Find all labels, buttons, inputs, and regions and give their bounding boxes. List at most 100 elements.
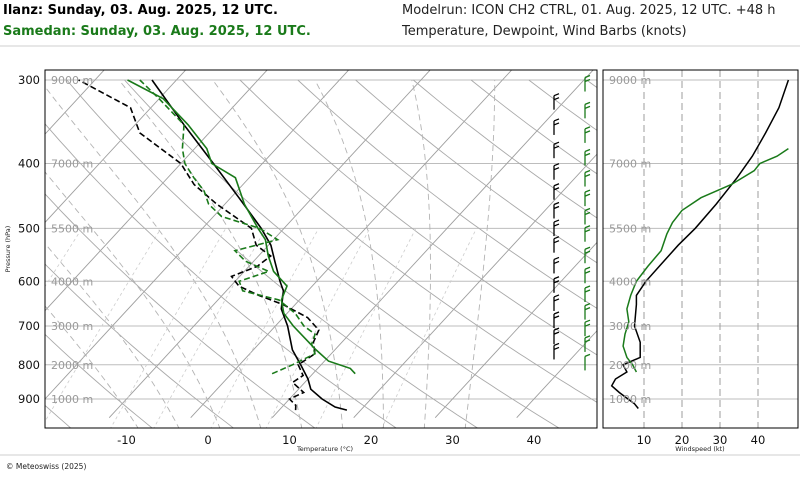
dry-adiabat-line [45, 193, 316, 428]
moist-adiabat-line [45, 171, 221, 428]
ilanz-wind-barb-flag [553, 240, 560, 244]
station2-title: Samedan: Sunday, 03. Aug. 2025, 12 UTC. [3, 24, 311, 39]
samedan-wind-barb-flag [584, 126, 591, 130]
ilanz-wind-barb [553, 342, 560, 360]
ilanz-wind-barb-flag [553, 236, 560, 240]
ilanz-wind-barb [553, 236, 560, 253]
samedan-wind-barb [584, 225, 591, 242]
ilanz-wind-barb-flag [553, 298, 560, 302]
pressure-tick-label: 400 [18, 157, 40, 171]
temperature-tick-label: 10 [282, 433, 297, 447]
ilanz-temperature-line [151, 79, 348, 411]
moist-adiabat-line [118, 79, 303, 428]
samedan-wind-barb-flag [584, 353, 591, 358]
samedan-wind-barb-flag [584, 266, 591, 270]
pressure-tick-label: 800 [18, 358, 40, 372]
dry-adiabat-line [355, 79, 597, 264]
pressure-tick-label: 700 [18, 319, 40, 333]
isotherm-line [45, 70, 187, 224]
samedan-wind-barb [584, 74, 591, 92]
dry-adiabat-line [45, 123, 398, 428]
ilanz-wind-barb-flag [553, 219, 560, 223]
ilanz-wind-barb-flag [553, 145, 560, 149]
ilanz-wind-barb-flag [553, 183, 560, 187]
moist-adiabat-line [464, 80, 496, 428]
altitude-label: 9000 m [609, 74, 651, 87]
samedan-wind-barb [584, 126, 591, 143]
dry-adiabat-line [644, 80, 800, 430]
isotherm-line [108, 70, 431, 419]
samedan-wind-barb-flag [584, 207, 591, 212]
isotherm-line [45, 70, 105, 135]
samedan-wind-barb-flag [584, 225, 591, 229]
ilanz-wind-barb [553, 201, 560, 219]
ilanz-wind-barb [553, 219, 560, 237]
ilanz-wind-barb-flag [553, 163, 560, 167]
samedan-wind-barb-flag [584, 74, 591, 79]
mixing-ratio-line [315, 228, 417, 428]
altitude-label: 2000 m [609, 359, 651, 372]
samedan-wind-barb [584, 207, 591, 225]
ilanz-wind-barb-flag [553, 315, 560, 319]
ilanz-dewpoint-line [78, 79, 320, 411]
dry-adiabat-line [45, 333, 153, 428]
ilanz-wind-barb-flag [553, 311, 560, 315]
modelrun-title: Modelrun: ICON CH2 CTRL, 01. Aug. 2025, … [402, 3, 776, 18]
isotherm-line [434, 241, 597, 419]
altitude-label: 3000 m [609, 320, 651, 333]
ilanz-wind-barb [553, 294, 560, 311]
ilanz-wind-barb-flag [553, 280, 560, 284]
ilanz-wind-barb-flag [553, 97, 560, 101]
ilanz-wind-barb [553, 163, 560, 180]
samedan-wind-barb-flag [584, 173, 591, 178]
chart-subtitle: Temperature, Dewpoint, Wind Barbs (knots… [402, 24, 687, 39]
dry-adiabat-line [45, 263, 235, 428]
mixing-ratio-line [381, 228, 477, 428]
altitude-label: 9000 m [51, 74, 93, 87]
samedan-wind-barb-flag [584, 335, 591, 339]
ilanz-wind-barb-flag [553, 93, 560, 97]
samedan-wind-barb [584, 335, 591, 352]
ilanz-wind-barb-flag [553, 187, 560, 191]
mixing-ratio-line [45, 228, 162, 423]
samedan-wind-barb-flag [584, 101, 591, 105]
samedan-wind-barb [584, 101, 591, 119]
altitude-label: 1000 m [609, 393, 651, 406]
station1-title: Ilanz: Sunday, 03. Aug. 2025, 12 UTC. [3, 3, 278, 18]
temperature-tick-label: -10 [117, 433, 136, 447]
ilanz-wind-barb [553, 141, 560, 159]
ilanz-windspeed-line [610, 79, 790, 409]
ilanz-wind-barb-flag [553, 346, 560, 351]
altitude-label: 5500 m [51, 222, 93, 235]
windspeed-axis-label: Windspeed (kt) [675, 445, 724, 453]
copyright-footer: © Meteoswiss (2025) [6, 462, 87, 471]
samedan-wind-barb [584, 266, 591, 284]
samedan-wind-barb-flag [584, 211, 591, 216]
dry-adiabat-line [66, 79, 479, 428]
samedan-wind-barb-flag [584, 319, 591, 323]
ilanz-wind-barb-flag [553, 201, 560, 206]
samedan-wind-barb [584, 353, 591, 371]
samedan-wind-barb [584, 246, 591, 264]
isotherm-line [45, 70, 350, 400]
ilanz-wind-barb-flag [553, 223, 560, 227]
altitude-label: 1000 m [51, 393, 93, 406]
x-axis-label: Temperature (°C) [296, 445, 353, 453]
ilanz-wind-barb-flag [553, 331, 560, 335]
isotherm-line [190, 70, 513, 419]
ilanz-wind-barb [553, 327, 560, 345]
windspeed-tick-label: 30 [713, 433, 728, 447]
samedan-wind-barb [584, 319, 591, 337]
windspeed-frame [602, 69, 799, 429]
samedan-wind-barb-flag [584, 189, 591, 193]
dry-adiabat-line [181, 79, 597, 403]
samedan-wind-barb-flag [584, 307, 591, 311]
ilanz-wind-barb-flag [553, 327, 560, 331]
isotherm-line [271, 70, 594, 419]
mixing-ratio-line [110, 228, 227, 428]
altitude-label: 5500 m [609, 222, 651, 235]
y-axis-label: Pressure (hPa) [4, 226, 12, 273]
dry-adiabat-line [124, 79, 560, 428]
